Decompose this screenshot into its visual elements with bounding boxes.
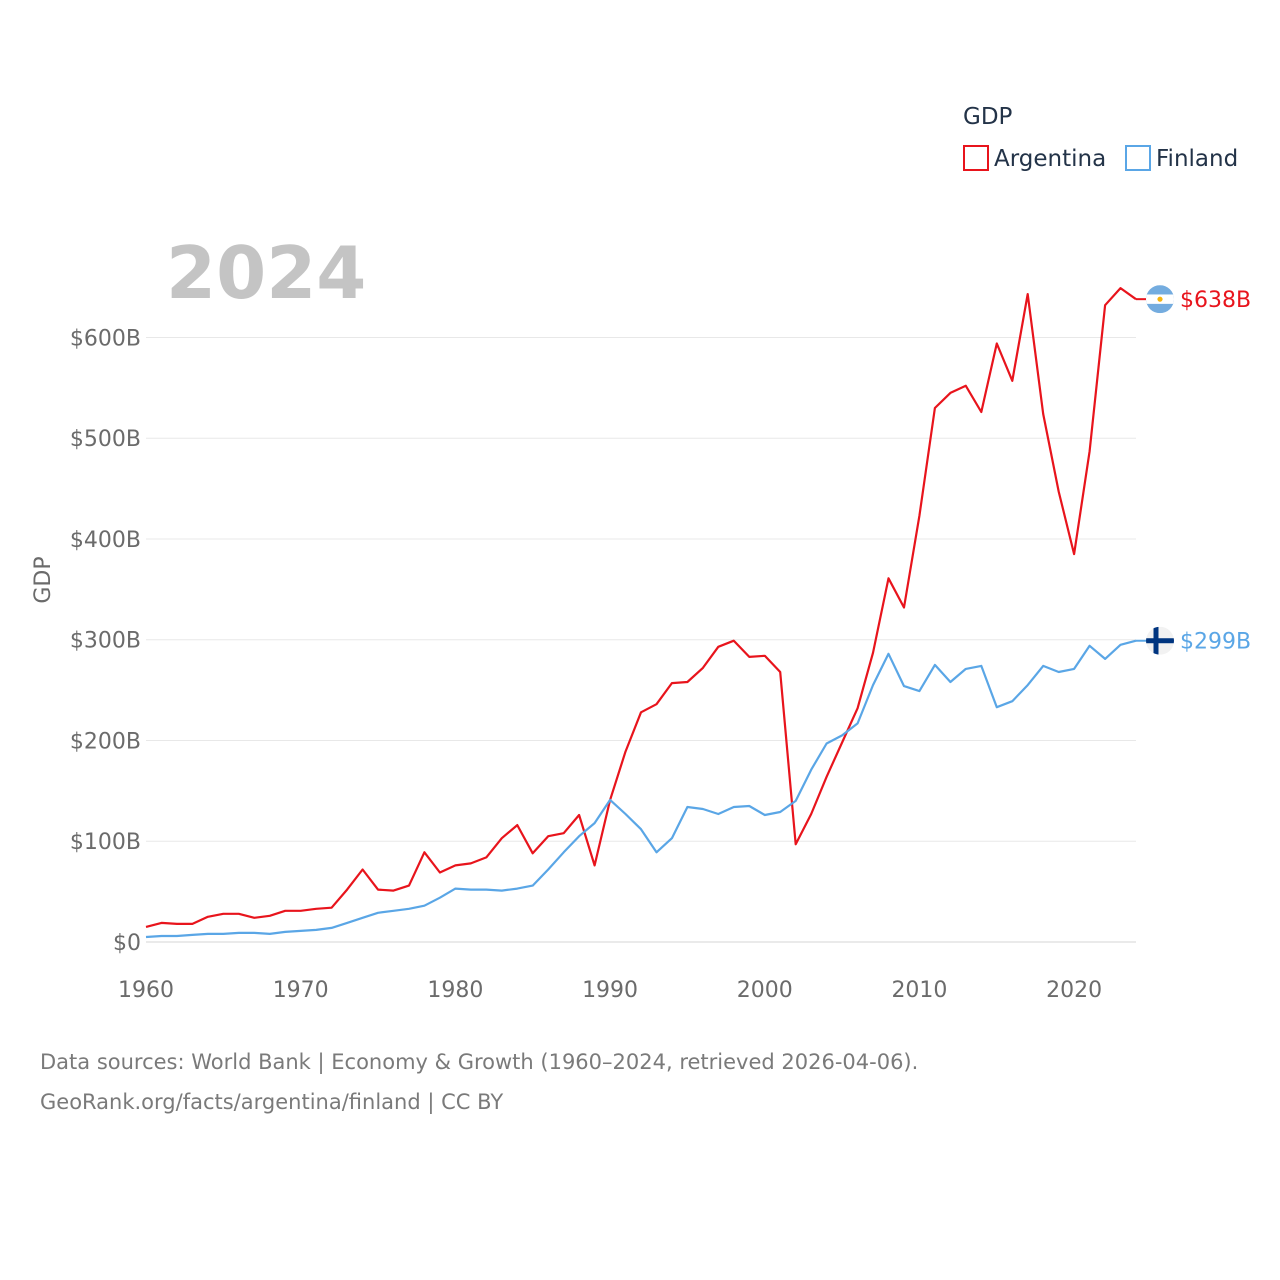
legend-item-finland[interactable]: Finland: [1125, 145, 1238, 172]
x-tick-label: 2000: [737, 978, 793, 1003]
end-labels: $638B $299B: [1136, 285, 1251, 655]
gdp-line-chart: 2024 GDP $0 $100B $200B $300B $400B $500B $600…: [31, 104, 1251, 1003]
x-tick-label: 2020: [1046, 978, 1102, 1003]
source-line-1: Data sources: World Bank | Economy & Gro…: [40, 1050, 919, 1074]
y-tick-label: $300B: [70, 629, 141, 654]
legend-label-argentina: Argentina: [994, 146, 1106, 172]
argentina-flag-icon: [1146, 285, 1174, 314]
y-tick-label: $200B: [70, 729, 141, 754]
y-tick-label: $0: [113, 931, 141, 956]
x-tick-label: 1990: [582, 978, 638, 1003]
legend-swatch-finland: [1125, 145, 1151, 171]
y-tick-label: $400B: [70, 528, 141, 553]
x-tick-label: 1960: [118, 978, 174, 1003]
source-note: Data sources: World Bank | Economy & Gro…: [40, 1042, 918, 1122]
x-axis-ticks: 1960 1970 1980 1990 2000 2010 2020: [118, 978, 1102, 1003]
y-axis-title: GDP: [31, 556, 56, 603]
finland-flag-icon: [1146, 626, 1174, 655]
y-tick-label: $600B: [70, 326, 141, 351]
legend-title: GDP: [963, 104, 1013, 130]
x-tick-label: 1970: [273, 978, 329, 1003]
gridlines: [146, 336, 1136, 943]
x-tick-label: 2010: [891, 978, 947, 1003]
series-line-argentina[interactable]: [145, 287, 1137, 928]
legend-label-finland: Finland: [1156, 146, 1238, 172]
y-tick-label: $100B: [70, 830, 141, 855]
x-tick-label: 1980: [427, 978, 483, 1003]
y-tick-label: $500B: [70, 427, 141, 452]
source-line-2[interactable]: GeoRank.org/facts/argentina/finland | CC…: [40, 1090, 504, 1114]
legend-swatch-argentina: [963, 145, 989, 171]
year-label: 2024: [166, 231, 366, 315]
y-axis-ticks: $0 $100B $200B $300B $400B $500B $600B: [70, 326, 141, 956]
legend-item-argentina[interactable]: Argentina: [963, 145, 1106, 172]
series-line-finland[interactable]: [145, 639, 1137, 939]
end-label-argentina: $638B: [1180, 288, 1251, 313]
end-label-finland: $299B: [1180, 630, 1251, 655]
series-lines: [145, 287, 1137, 939]
legend[interactable]: GDP Argentina Finland: [963, 104, 1238, 172]
